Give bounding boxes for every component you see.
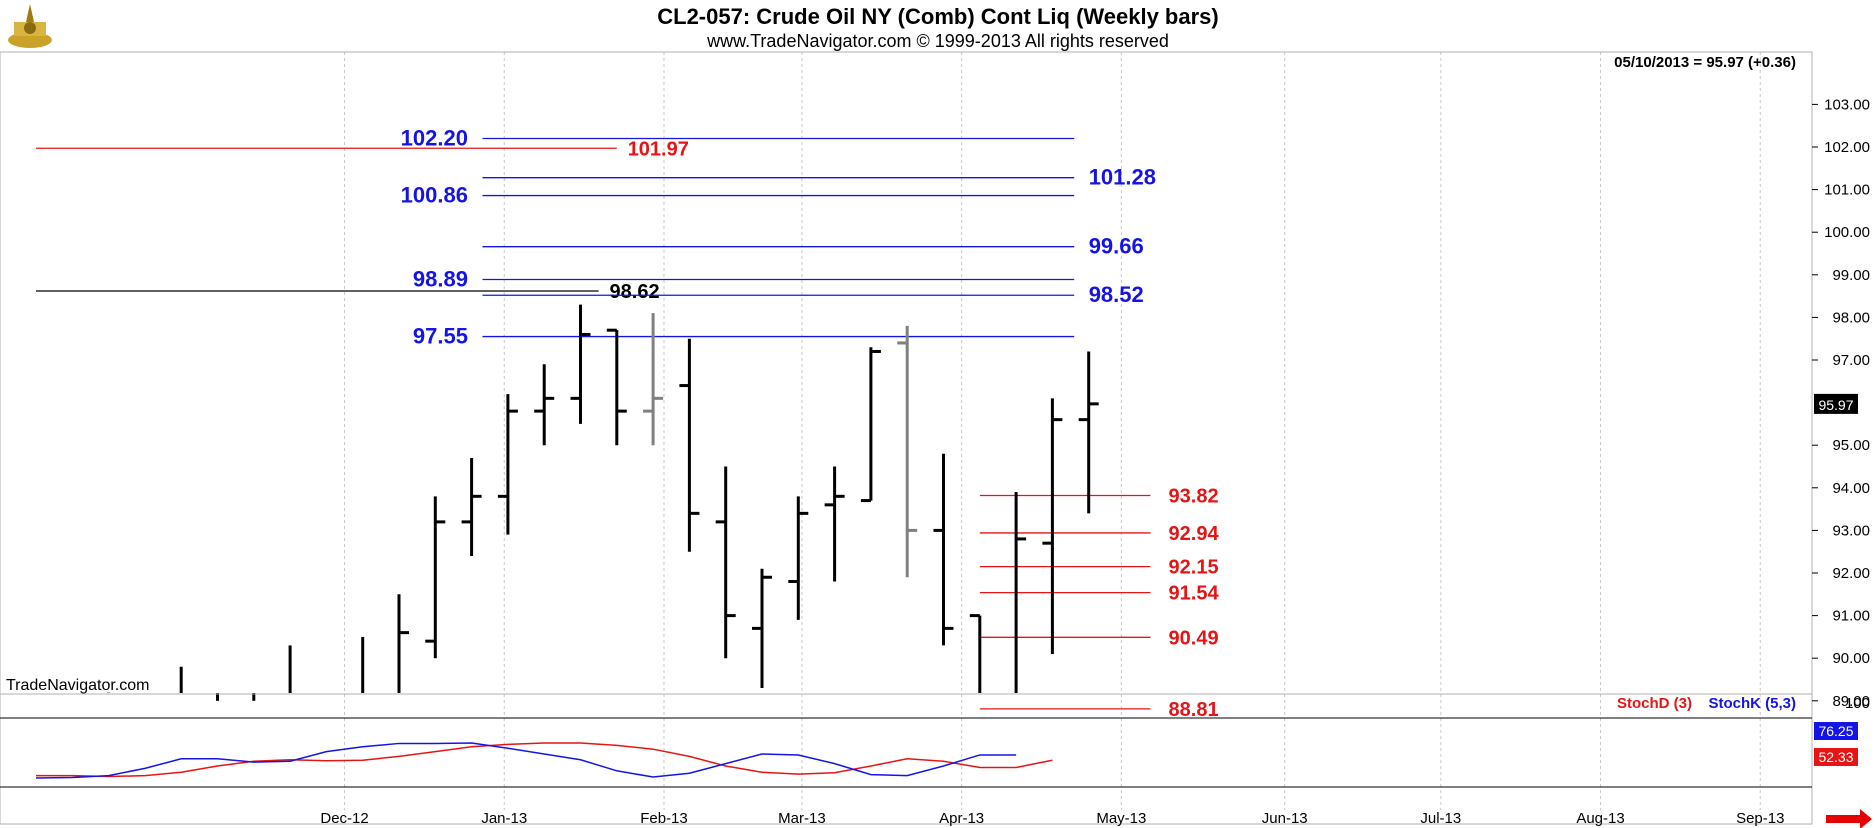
y-tick-label: 98.00 <box>1832 309 1870 326</box>
x-tick-label: Sep-13 <box>1736 810 1784 827</box>
price-readout: 05/10/2013 = 95.97 (+0.36) <box>1614 54 1796 71</box>
x-tick-label: Jun-13 <box>1262 810 1308 827</box>
x-tick-label: Jul-13 <box>1420 810 1461 827</box>
watermark-text: TradeNavigator.com <box>6 677 149 694</box>
stoch-last-label: 76.25 <box>1818 723 1853 739</box>
x-tick-label: Aug-13 <box>1576 810 1624 827</box>
level-label: 93.82 <box>1169 485 1219 507</box>
y-tick-label: 99.00 <box>1832 267 1870 284</box>
x-tick-label: Mar-13 <box>778 810 826 827</box>
level-label: 92.94 <box>1169 523 1220 545</box>
x-tick-label: Dec-12 <box>320 810 368 827</box>
x-tick-label: Apr-13 <box>939 810 984 827</box>
level-label: 98.89 <box>413 266 468 291</box>
y-tick-label: 93.00 <box>1832 522 1870 539</box>
y-tick-label: 91.00 <box>1832 608 1870 625</box>
stochastic-panel: StochD (3) 52.33 StochK (5,3) 76.25 <box>35 695 1858 779</box>
stoch-legend: StochD (3) <box>1617 695 1692 712</box>
y-tick-label: 101.00 <box>1824 182 1870 199</box>
stoch-last-box <box>1814 722 1858 740</box>
axes: Dec-12 Jan-13 Feb-13 Mar-13 Apr-13 May-13 Jun-… <box>0 51 1872 828</box>
tradenavigator-logo-icon <box>8 4 52 48</box>
plot-frame <box>0 51 1813 825</box>
y-tick-label: 90.00 <box>1832 650 1870 667</box>
price-bars <box>107 304 1099 701</box>
y-tick-label: 89.00 <box>1832 693 1870 710</box>
y-tick-label: 100.00 <box>1824 224 1870 241</box>
level-label: 88.81 <box>1169 699 1219 721</box>
y-tick-label: 92.00 <box>1832 565 1870 582</box>
level-label: 90.49 <box>1169 627 1219 649</box>
stoch-line <box>36 742 1053 778</box>
level-label: 98.52 <box>1089 282 1144 307</box>
y-tick-label: 97.00 <box>1832 352 1870 369</box>
stoch-line <box>35 742 1017 779</box>
level-label: 98.62 <box>610 281 660 303</box>
y-tick-label: 95.00 <box>1832 437 1870 454</box>
y-tick-label: 102.00 <box>1824 139 1870 156</box>
chart-subtitle: www.TradeNavigator.com © 1999-2013 All r… <box>707 31 1169 51</box>
stoch-top-label: 100 <box>1845 695 1870 712</box>
y-tick-label: 103.00 <box>1824 96 1870 113</box>
stoch-legend: StochK (5,3) <box>1708 695 1796 712</box>
last-price-label: 95.97 <box>1818 397 1853 413</box>
grid-lines <box>344 52 1761 810</box>
level-label: 91.54 <box>1169 583 1220 605</box>
y-tick-label: 94.00 <box>1832 480 1870 497</box>
level-label: 92.15 <box>1169 557 1219 579</box>
x-tick-label: Feb-13 <box>640 810 688 827</box>
chart-title: CL2-057: Crude Oil NY (Comb) Cont Liq (W… <box>657 4 1219 29</box>
x-tick-label: Jan-13 <box>481 810 527 827</box>
price-levels: 101.97 98.62 102.20 100.86 98.89 97.55 101.28 9… <box>36 125 1220 721</box>
scroll-right-arrow-icon <box>1826 809 1872 828</box>
stoch-last-label: 52.33 <box>1818 749 1853 765</box>
level-label: 99.66 <box>1089 234 1144 259</box>
level-label: 102.20 <box>401 125 468 150</box>
level-label: 101.28 <box>1089 165 1156 190</box>
level-label: 97.55 <box>413 324 468 349</box>
x-tick-label: May-13 <box>1096 810 1146 827</box>
level-label: 100.86 <box>401 183 468 208</box>
stoch-last-box <box>1814 748 1858 766</box>
last-price-box <box>1814 393 1858 414</box>
level-label: 101.97 <box>628 138 689 160</box>
